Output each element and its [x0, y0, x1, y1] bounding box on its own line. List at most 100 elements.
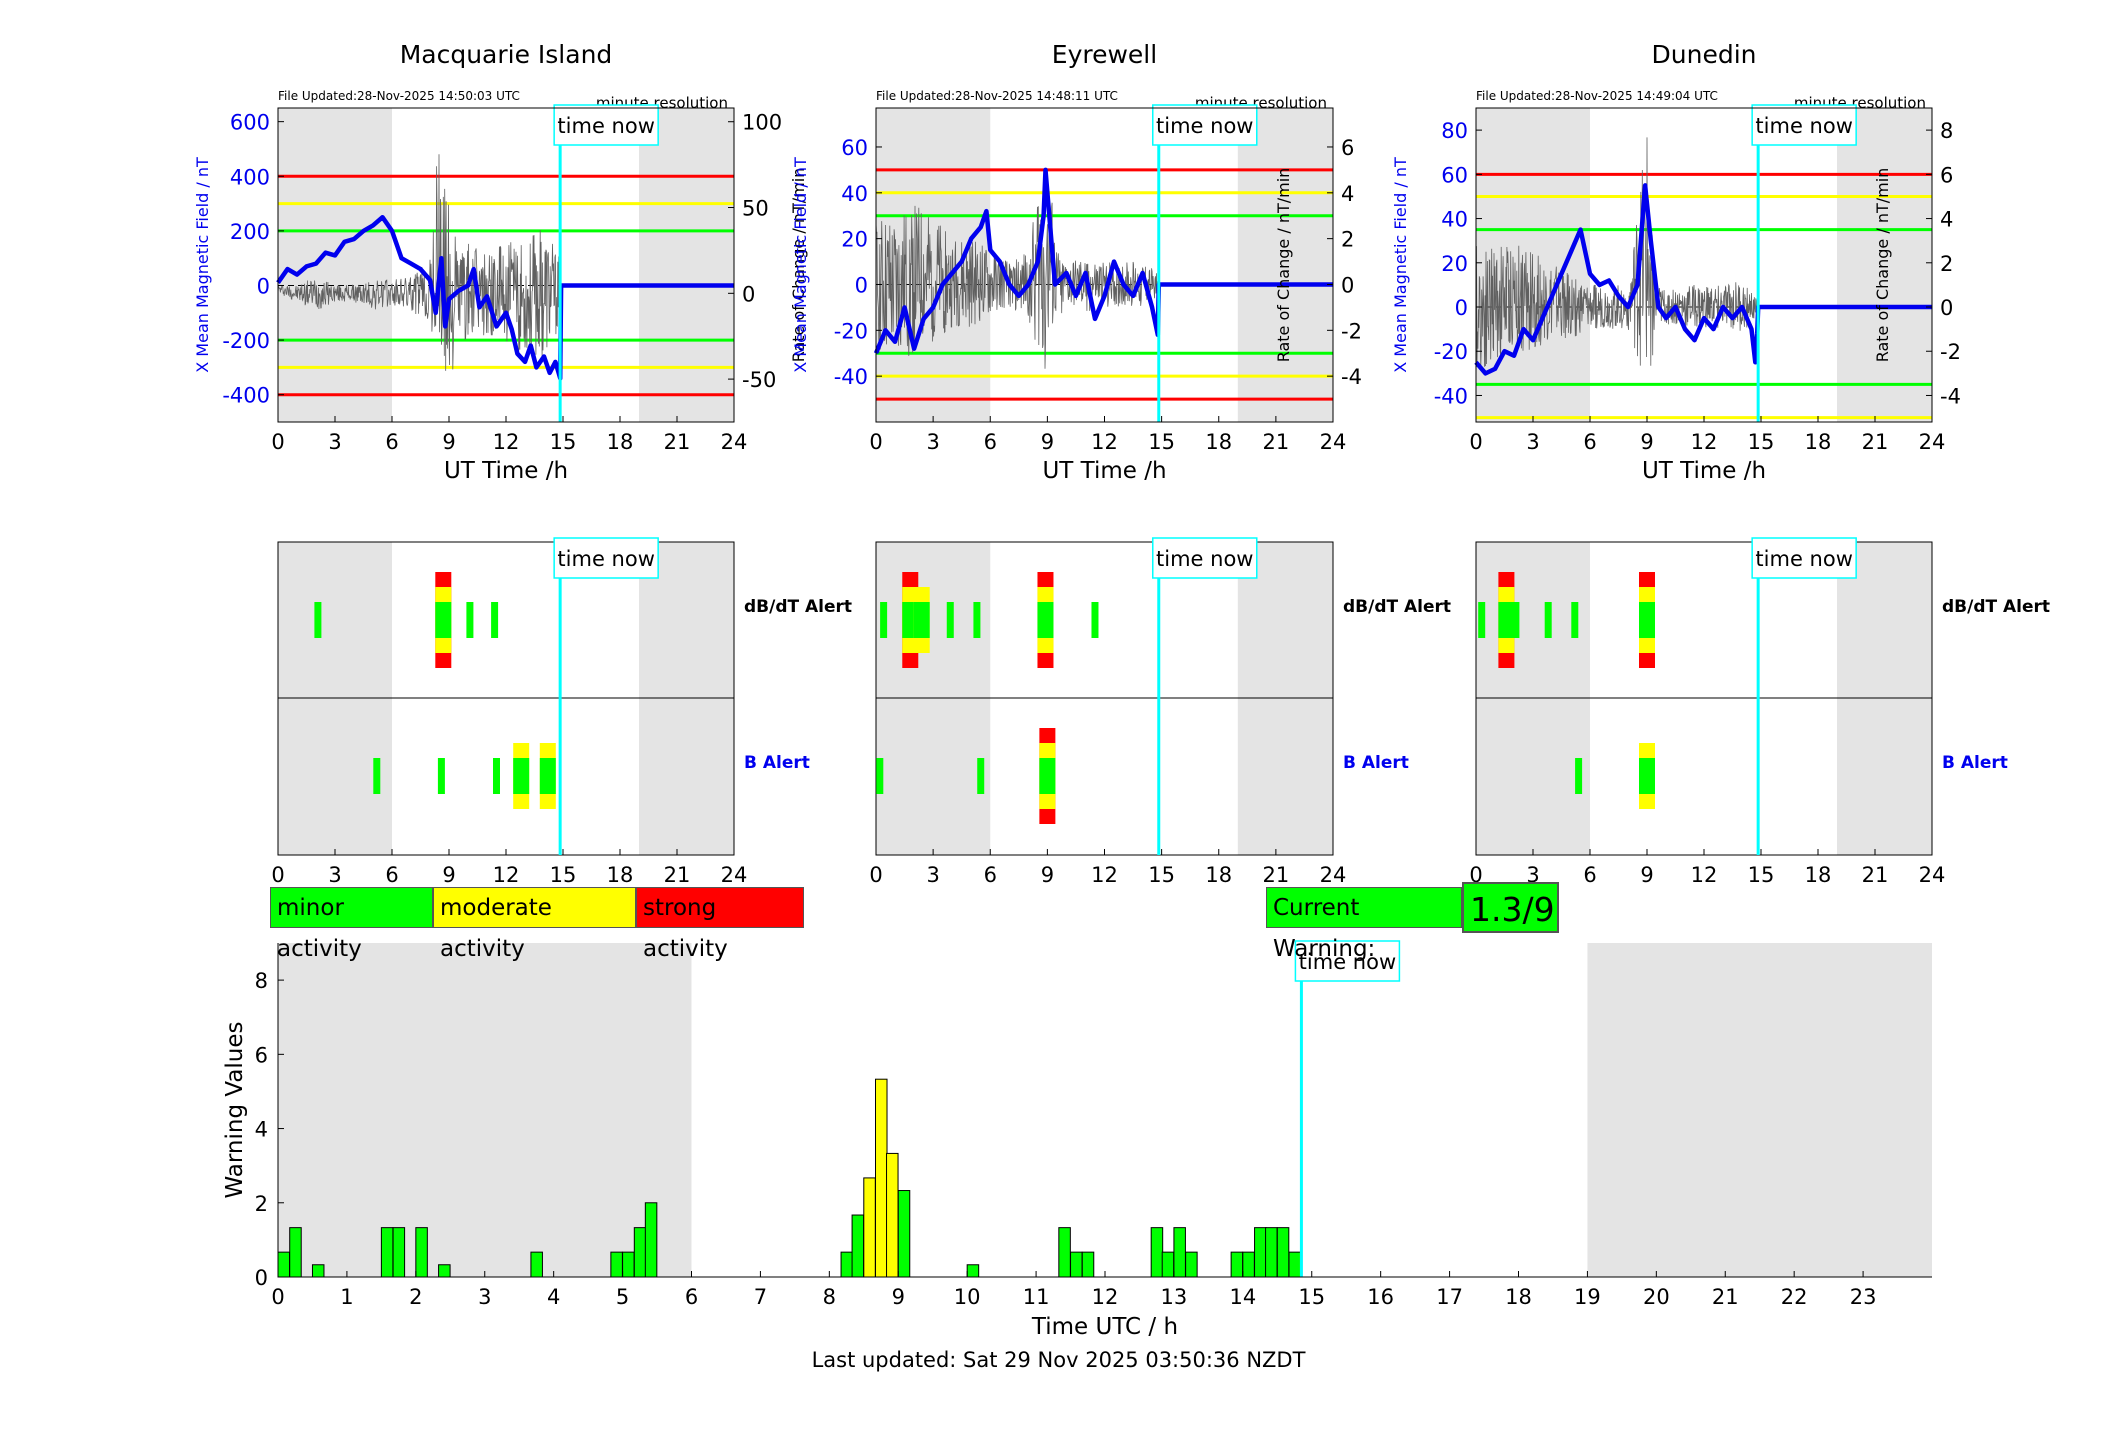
- y-tick-label: 8: [255, 969, 268, 993]
- time-now-box: [1152, 537, 1258, 579]
- dbdt-alert-mark: [1544, 602, 1552, 638]
- x-tick-label: 3: [478, 1285, 491, 1309]
- y-right-tick-label: -50: [742, 368, 776, 392]
- y-right-tick-label: -2: [1940, 340, 1961, 364]
- x-axis-label: Time UTC / h: [1031, 1314, 1178, 1340]
- file-updated-text: File Updated:28-Nov-2025 14:50:03 UTC: [278, 89, 520, 103]
- time-now-label: time now: [557, 547, 654, 571]
- warning-bar: [1058, 1227, 1071, 1278]
- warning-bar: [1242, 1251, 1255, 1278]
- x-tick-label: 9: [442, 863, 455, 887]
- b-alert-label: B Alert: [744, 753, 810, 773]
- y-right-tick-label: 2: [1341, 228, 1354, 252]
- y-tick-label: 400: [230, 165, 270, 189]
- file-updated-text: File Updated:28-Nov-2025 14:49:04 UTC: [1476, 89, 1718, 103]
- dbdt-alert-mark: [1478, 602, 1486, 638]
- x-tick-label: 12: [1691, 863, 1718, 887]
- x-tick-label: 24: [1320, 430, 1347, 454]
- warning-bar: [1185, 1251, 1198, 1278]
- y-right-axis-label: Rate of Change / nT/min: [1274, 168, 1293, 363]
- magnetic-field-series: [1474, 183, 1932, 376]
- time-now-box: [1294, 940, 1401, 982]
- rate-of-change-series: [277, 154, 561, 371]
- dbdt-alert-mark: [1037, 602, 1054, 638]
- x-tick-label: 0: [1469, 863, 1482, 887]
- y-axis-label: X Mean Magnetic Field / nT: [1391, 157, 1410, 373]
- x-tick-label: 19: [1574, 1285, 1601, 1309]
- y-right-tick-label: 0: [742, 282, 755, 306]
- x-tick-label: 12: [493, 430, 520, 454]
- warning-bar: [644, 1202, 658, 1278]
- x-axis-label: UT Time /h: [1642, 458, 1766, 484]
- time-now-label: time now: [1299, 950, 1396, 974]
- x-tick-label: 24: [721, 863, 748, 887]
- b-alert-mark: [437, 758, 445, 794]
- y-right-tick-label: 0: [1341, 273, 1354, 297]
- y-tick-label: -20: [1434, 340, 1468, 364]
- magnetic-field-series: [873, 167, 1333, 355]
- x-axis-label: UT Time /h: [444, 458, 568, 484]
- warning-bar: [1081, 1251, 1095, 1278]
- warning-bar: [622, 1251, 635, 1278]
- x-tick-label: 21: [1862, 863, 1889, 887]
- x-tick-label: 9: [892, 1285, 905, 1309]
- time-now-label: time now: [1755, 547, 1852, 571]
- warning-bar: [1230, 1251, 1244, 1278]
- b-alert-mark: [876, 758, 884, 794]
- y-tick-label: 20: [841, 228, 868, 252]
- x-tick-label: 17: [1436, 1285, 1463, 1309]
- night-shade: [639, 108, 734, 422]
- y-axis-label: Warning Values: [222, 1021, 248, 1198]
- x-tick-label: 9: [1041, 863, 1054, 887]
- dbdt-alert-mark: [1498, 602, 1515, 638]
- y-tick-label: -200: [222, 329, 270, 353]
- time-now-box: [1751, 104, 1857, 146]
- y-tick-label: 40: [1441, 208, 1468, 232]
- y-tick-label: 60: [1441, 163, 1468, 187]
- x-tick-label: 20: [1643, 1285, 1670, 1309]
- warning-bar: [1276, 1227, 1290, 1278]
- x-tick-label: 2: [409, 1285, 422, 1309]
- warning-bar: [840, 1251, 854, 1278]
- y-tick-label: 60: [841, 136, 868, 160]
- y-tick-label: -40: [1434, 384, 1468, 408]
- b-alert-mark: [513, 758, 530, 794]
- warning-bar: [311, 1264, 325, 1278]
- x-tick-label: 21: [664, 863, 691, 887]
- x-tick-label: 6: [1583, 863, 1596, 887]
- x-tick-label: 16: [1367, 1285, 1394, 1309]
- x-tick-label: 0: [869, 430, 882, 454]
- x-tick-label: 0: [869, 863, 882, 887]
- x-tick-label: 18: [1805, 863, 1832, 887]
- night-shade: [1237, 108, 1333, 422]
- dbdt-alert-mark: [466, 602, 474, 638]
- warning-bar: [530, 1251, 543, 1278]
- warning-bar: [1265, 1227, 1278, 1278]
- x-tick-label: 13: [1161, 1285, 1188, 1309]
- time-now-box: [1751, 537, 1857, 579]
- x-tick-label: 9: [1640, 430, 1653, 454]
- x-tick-label: 23: [1850, 1285, 1877, 1309]
- dbdt-alert-mark: [435, 602, 452, 638]
- x-tick-label: 12: [1691, 430, 1718, 454]
- dbdt-alert-mark: [1639, 602, 1655, 638]
- x-tick-label: 24: [721, 430, 748, 454]
- y-tick-label: 40: [841, 182, 868, 206]
- x-tick-label: 9: [1640, 863, 1653, 887]
- x-tick-label: 3: [1526, 863, 1539, 887]
- warning-bar: [438, 1264, 451, 1278]
- y-tick-label: -20: [834, 319, 868, 343]
- x-axis-label: UT Time /h: [1042, 458, 1166, 484]
- y-right-tick-label: 4: [1940, 208, 1953, 232]
- warning-bar: [875, 1078, 888, 1278]
- warning-bar: [633, 1227, 647, 1278]
- warning-bar: [1288, 1251, 1302, 1278]
- x-tick-label: 6: [385, 430, 398, 454]
- x-tick-label: 18: [607, 863, 634, 887]
- x-tick-label: 6: [385, 863, 398, 887]
- dbdt-alert-mark: [314, 602, 322, 638]
- y-tick-label: 200: [230, 220, 270, 244]
- night-shade: [1587, 943, 1932, 1277]
- y-right-tick-label: 100: [742, 111, 782, 135]
